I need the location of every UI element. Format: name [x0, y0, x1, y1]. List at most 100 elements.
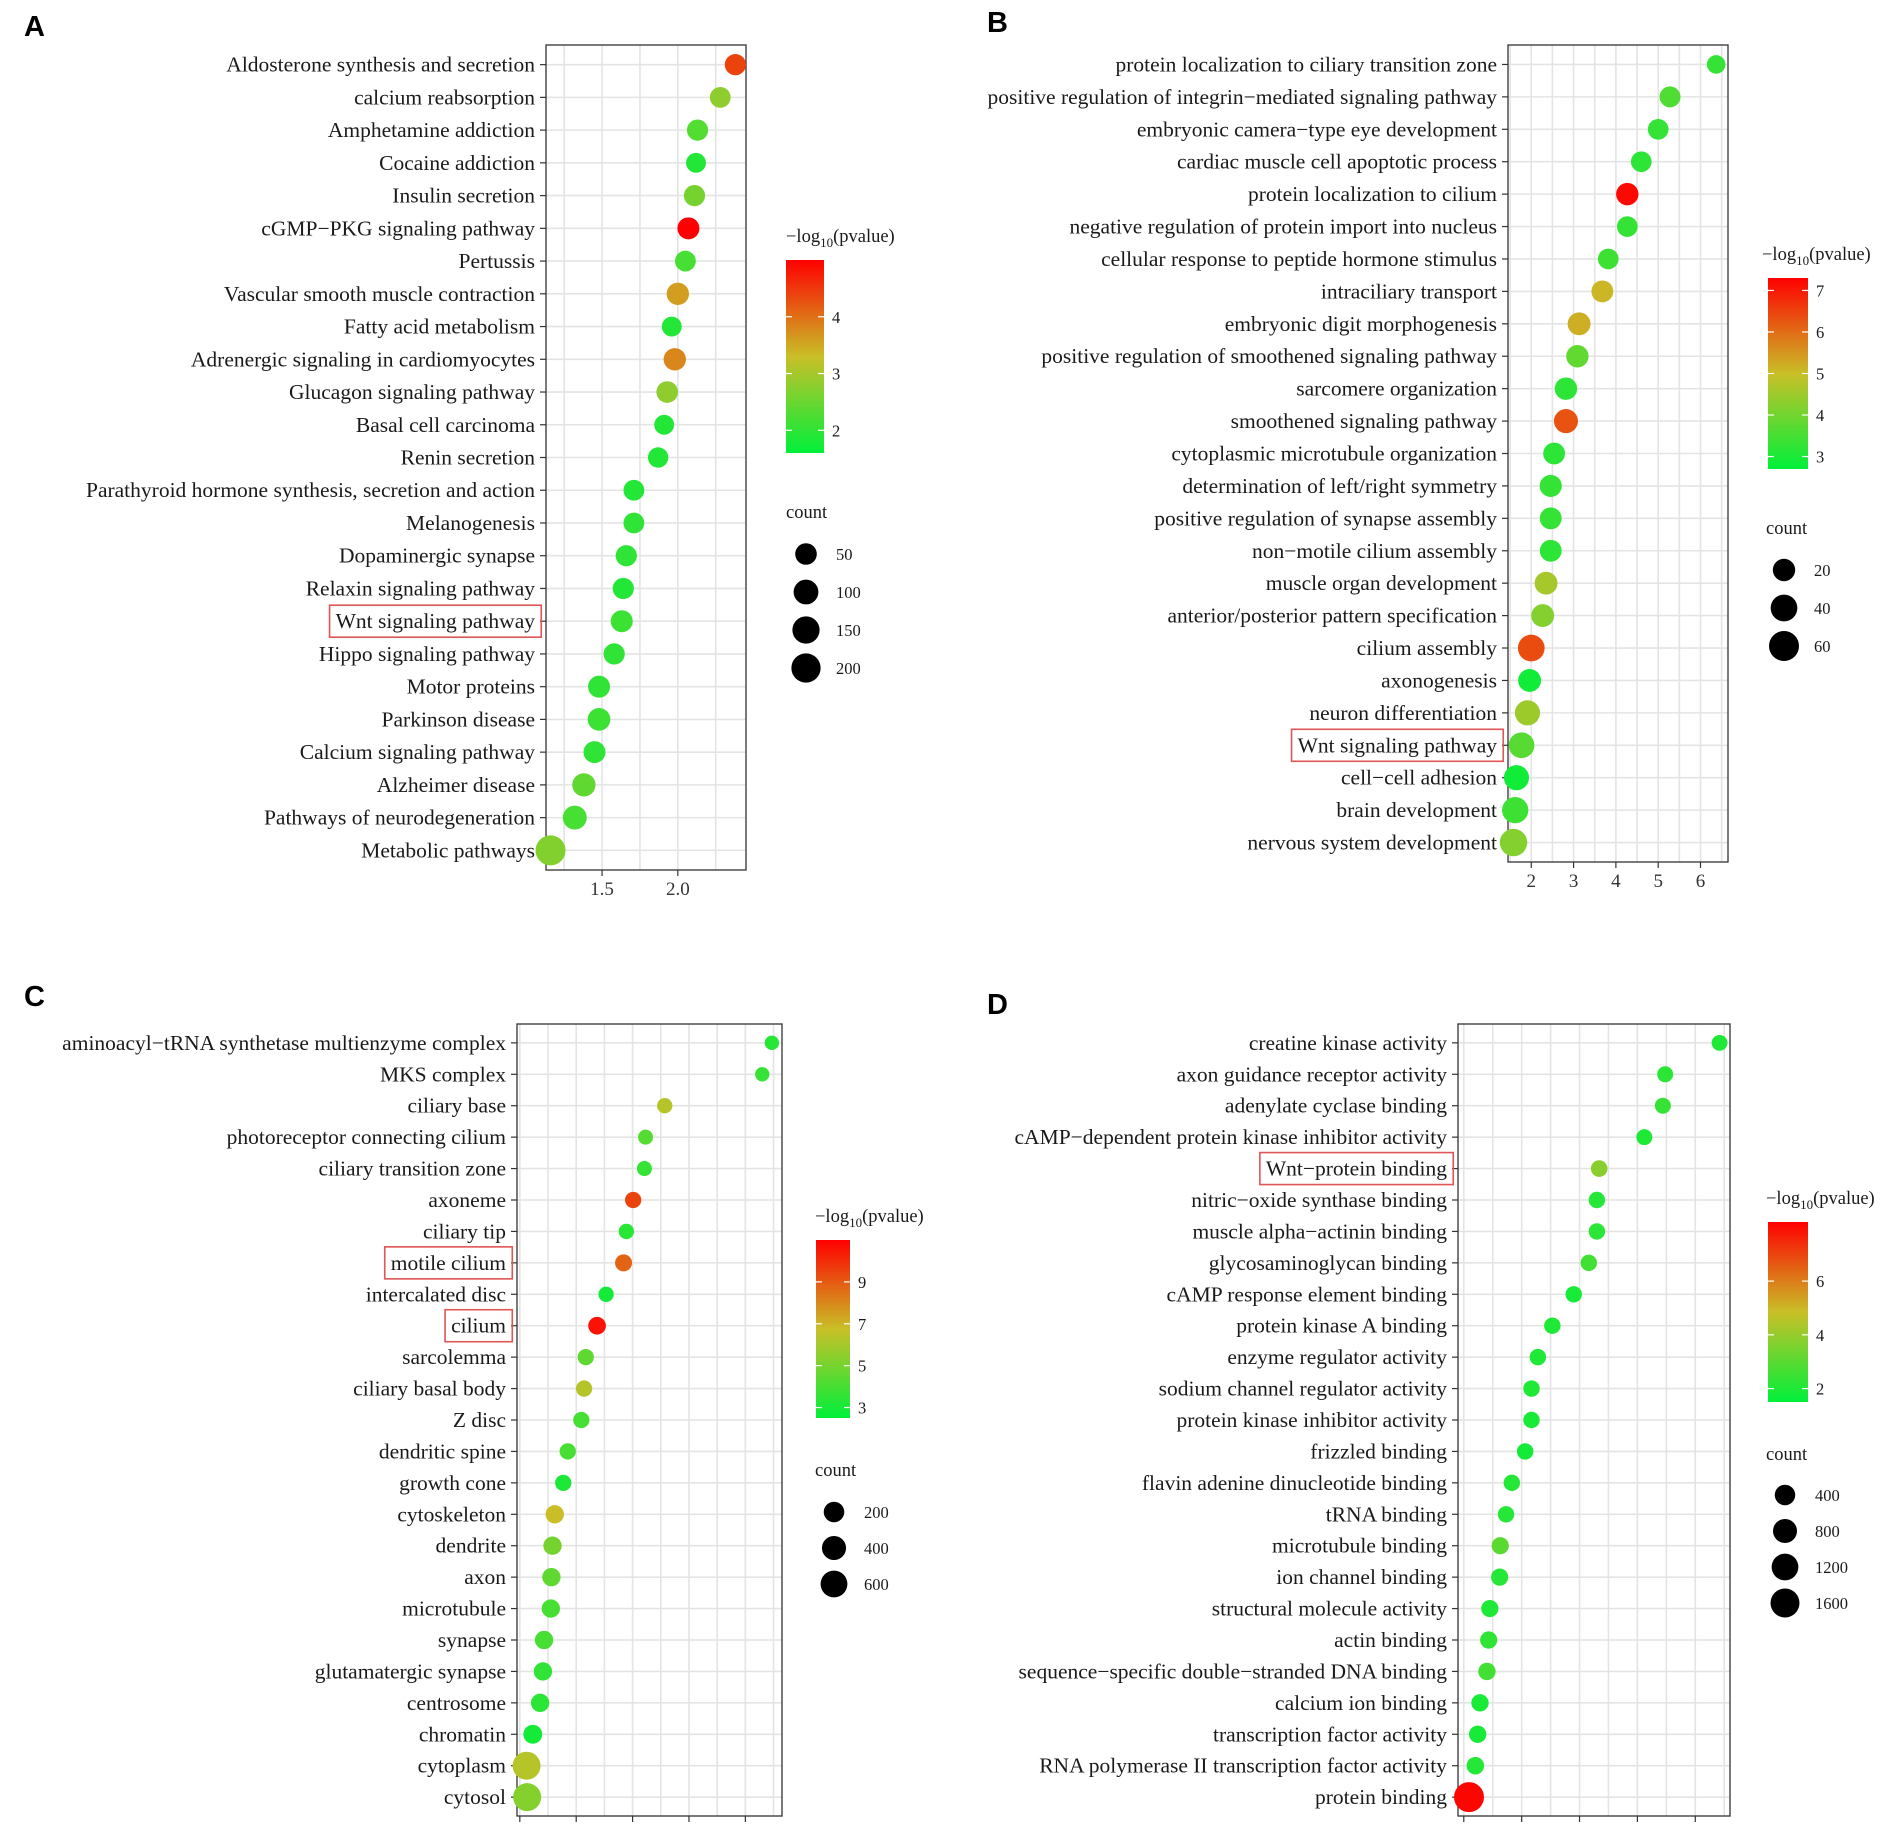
colorbar-tick-label: 2	[832, 421, 840, 440]
category-label: cytoplasmic microtubule organization	[1171, 442, 1497, 466]
category-label: Pathways of neurodegeneration	[264, 806, 535, 830]
category-label: glutamatergic synapse	[315, 1659, 506, 1683]
category-label: dendrite	[436, 1534, 506, 1558]
size-legend-dot	[795, 543, 817, 565]
size-legend-dot	[791, 653, 821, 683]
data-point-frizzled-binding	[1516, 1443, 1534, 1460]
data-point-basal-cell-carcinoma	[654, 414, 675, 435]
data-point-cardiac-muscle-cell-apoptotic-process	[1630, 151, 1652, 173]
category-label: aminoacyl−tRNA synthetase multienzyme co…	[62, 1031, 506, 1055]
data-point-centrosome	[530, 1693, 550, 1713]
size-legend-label: 40	[1814, 599, 1831, 618]
data-point-axon	[542, 1567, 561, 1587]
data-point-nitric-oxide-synthase-binding	[1588, 1191, 1606, 1209]
data-point-melanogenesis	[623, 512, 645, 534]
data-point-protein-kinase-inhibitor-activity	[1523, 1411, 1540, 1429]
size-legend-label: 400	[864, 1539, 889, 1558]
data-point-neuron-differentiation	[1514, 700, 1541, 726]
size-legend-dot	[793, 579, 819, 605]
data-point-glutamatergic-synapse	[533, 1662, 553, 1681]
data-point-protein-localization-to-ciliary-transition-zone	[1706, 55, 1726, 74]
colorbar-tick-label: 4	[1816, 406, 1824, 425]
category-label: neuron differentiation	[1309, 701, 1497, 725]
data-point-camp-dependent-protein-kinase-inhibitor-activity	[1636, 1129, 1653, 1146]
data-point-embryonic-camera-type-eye-development	[1647, 118, 1669, 140]
data-point-camp-response-element-binding	[1565, 1286, 1582, 1303]
data-point-parathyroid-hormone-synthesis-secretion-and-action	[623, 479, 645, 501]
data-point-metabolic-pathways	[535, 835, 566, 866]
data-point-cilium-assembly	[1517, 634, 1545, 662]
category-label: frizzled binding	[1310, 1439, 1447, 1463]
category-label: Wnt signaling pathway	[1298, 733, 1498, 757]
data-point-sodium-channel-regulator-activity	[1523, 1380, 1540, 1397]
data-point-cytoskeleton	[545, 1505, 564, 1524]
size-legend-label: 100	[836, 583, 861, 602]
size-legend-label: 800	[1815, 1522, 1840, 1541]
data-point-muscle-alpha-actinin-binding	[1588, 1223, 1606, 1240]
category-label: Metabolic pathways	[361, 838, 535, 862]
data-point-protein-binding	[1453, 1782, 1484, 1813]
category-label: cGMP−PKG signaling pathway	[261, 216, 535, 240]
data-point-aldosterone-synthesis-and-secretion	[724, 54, 747, 76]
category-label: Alzheimer disease	[377, 773, 535, 797]
data-point-axon-guidance-receptor-activity	[1657, 1066, 1674, 1083]
category-label: Renin secretion	[401, 446, 536, 470]
category-label: protein kinase inhibitor activity	[1177, 1408, 1448, 1432]
category-label: intraciliary transport	[1321, 279, 1497, 303]
data-point-fatty-acid-metabolism	[661, 316, 682, 337]
size-legend-label: 20	[1814, 561, 1831, 580]
size-legend-dot	[823, 1501, 845, 1523]
data-point-brain-development	[1502, 796, 1529, 824]
data-point-motile-cilium	[615, 1254, 633, 1272]
category-label: Vascular smooth muscle contraction	[224, 282, 535, 306]
data-point-dendrite	[543, 1536, 562, 1555]
category-label: muscle organ development	[1266, 571, 1497, 595]
colorbar	[786, 260, 824, 453]
colorbar-tick-label: 2	[1816, 1380, 1824, 1399]
data-point-positive-regulation-of-integrin-mediated-signaling-pathway	[1659, 86, 1681, 108]
category-label: intercalated disc	[366, 1282, 506, 1306]
category-label: nervous system development	[1247, 831, 1497, 855]
category-label: RNA polymerase II transcription factor a…	[1039, 1754, 1447, 1778]
data-point-ciliary-basal-body	[575, 1380, 593, 1397]
size-legend-title: count	[1766, 1445, 1808, 1465]
category-label: sodium channel regulator activity	[1159, 1377, 1448, 1401]
category-label: determination of left/right symmetry	[1182, 474, 1497, 498]
category-label: Dopaminergic synapse	[339, 544, 535, 568]
data-point-microtubule	[541, 1599, 560, 1618]
size-legend-label: 200	[864, 1503, 889, 1522]
category-label: ciliary transition zone	[319, 1157, 506, 1181]
data-point-transcription-factor-activity	[1468, 1725, 1487, 1743]
data-point-rna-polymerase-ii-transcription-factor-activity	[1466, 1756, 1485, 1775]
category-label: sequence−specific double−stranded DNA bi…	[1019, 1659, 1448, 1683]
category-label: structural molecule activity	[1212, 1597, 1447, 1621]
colorbar-tick-label: 4	[832, 308, 840, 327]
data-point-cellular-response-to-peptide-hormone-stimulus	[1597, 248, 1619, 270]
data-point-relaxin-signaling-pathway	[612, 577, 634, 600]
category-label: photoreceptor connecting cilium	[227, 1125, 507, 1149]
category-label: Basal cell carcinoma	[356, 413, 536, 437]
colorbar-tick-label: 7	[858, 1315, 866, 1334]
category-label: adenylate cyclase binding	[1225, 1094, 1447, 1118]
x-tick-label: 2.0	[666, 879, 690, 900]
category-label: MKS complex	[380, 1062, 506, 1086]
size-legend-dot	[792, 616, 820, 644]
category-label: positive regulation of synapse assembly	[1154, 506, 1497, 530]
size-legend-title: count	[786, 503, 828, 523]
data-point-growth-cone	[555, 1474, 572, 1491]
category-label: Calcium signaling pathway	[300, 740, 536, 764]
data-point-pertussis	[674, 250, 696, 272]
data-point-mks-complex	[755, 1067, 770, 1082]
category-label: cilium	[451, 1314, 506, 1338]
highlight-box-wnt-signaling-pathway	[328, 604, 543, 638]
colorbar-title: −log10(pvalue)	[1766, 1189, 1875, 1212]
category-label: Cocaine addiction	[379, 151, 535, 175]
data-point-determination-of-left-right-symmetry	[1539, 474, 1562, 497]
data-point-cocaine-addiction	[686, 152, 706, 173]
data-point-sarcolemma	[577, 1349, 594, 1366]
category-label: positive regulation of smoothened signal…	[1041, 344, 1497, 368]
data-point-structural-molecule-activity	[1481, 1599, 1499, 1618]
data-point-z-disc	[573, 1411, 590, 1429]
data-point-adrenergic-signaling-in-cardiomyocytes	[663, 348, 686, 371]
data-point-trna-binding	[1497, 1506, 1515, 1523]
